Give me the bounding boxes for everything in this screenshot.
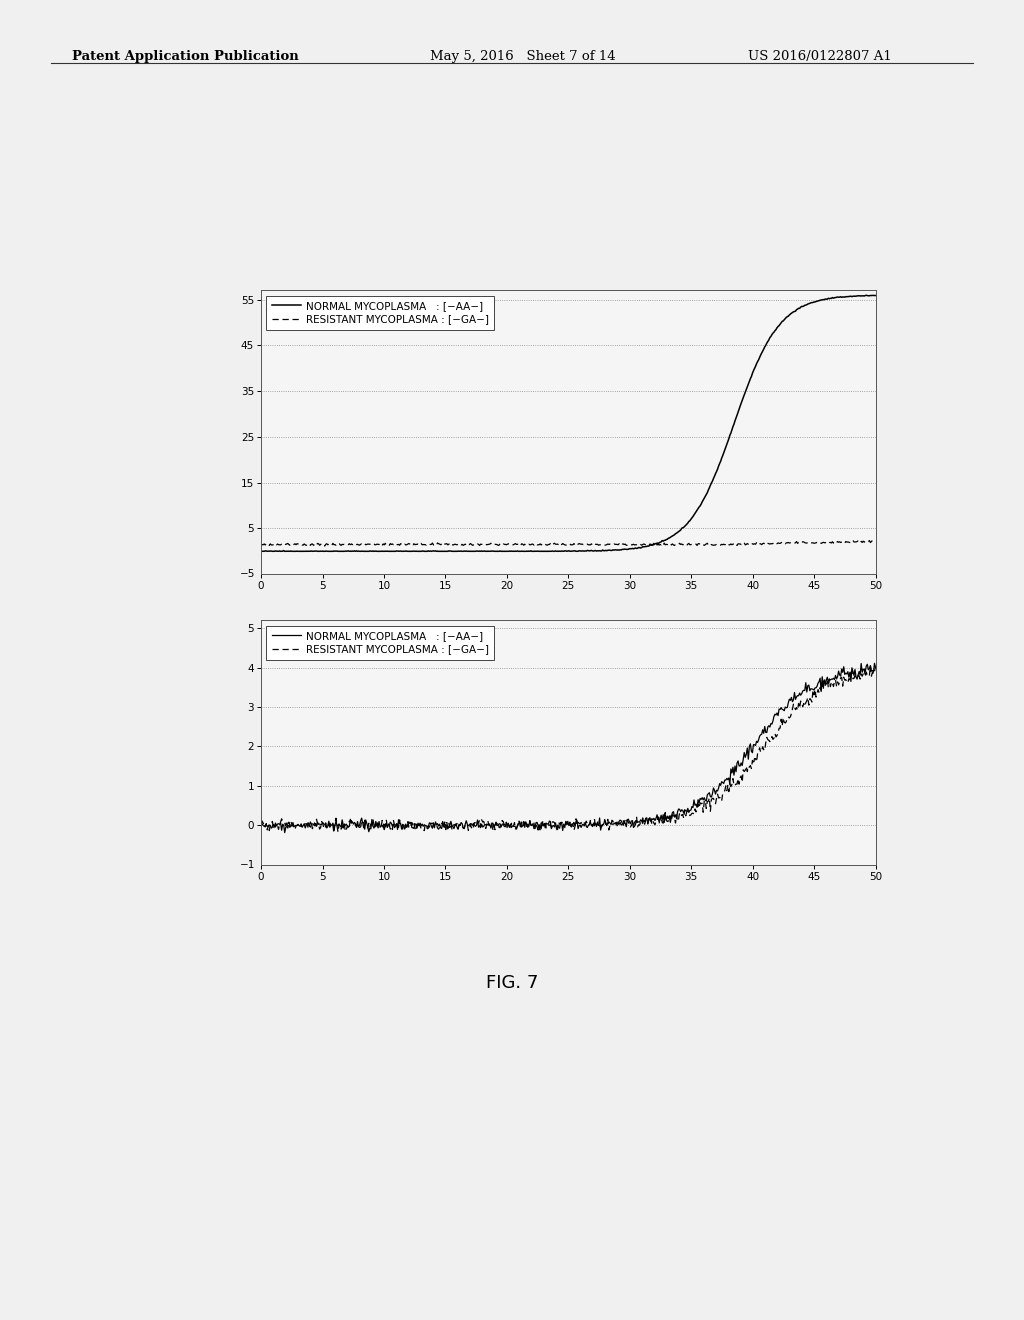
NORMAL MYCOPLASMA   : [−AA−]: (1.92, -0.187): [−AA−]: (1.92, -0.187) bbox=[279, 825, 291, 841]
Text: May 5, 2016   Sheet 7 of 14: May 5, 2016 Sheet 7 of 14 bbox=[430, 50, 615, 63]
NORMAL MYCOPLASMA   : [−AA−]: (22.6, 0.00144): [−AA−]: (22.6, 0.00144) bbox=[532, 544, 545, 560]
RESISTANT MYCOPLASMA : [−GA−]: (37.7, 0.873): [−GA−]: (37.7, 0.873) bbox=[719, 783, 731, 799]
NORMAL MYCOPLASMA   : [−AA−]: (0, 0.0193): [−AA−]: (0, 0.0193) bbox=[255, 817, 267, 833]
RESISTANT MYCOPLASMA : [−GA−]: (29.5, 0.0502): [−GA−]: (29.5, 0.0502) bbox=[618, 816, 631, 832]
Legend: NORMAL MYCOPLASMA   : [−AA−], RESISTANT MYCOPLASMA : [−GA−]: NORMAL MYCOPLASMA : [−AA−], RESISTANT MY… bbox=[266, 626, 495, 660]
NORMAL MYCOPLASMA   : [−AA−]: (29.5, 0.0775): [−AA−]: (29.5, 0.0775) bbox=[618, 814, 631, 830]
RESISTANT MYCOPLASMA : [−GA−]: (22.7, -0.116): [−GA−]: (22.7, -0.116) bbox=[534, 822, 546, 838]
Line: NORMAL MYCOPLASMA   : [−AA−]: NORMAL MYCOPLASMA : [−AA−] bbox=[261, 296, 876, 552]
Text: −1: −1 bbox=[240, 859, 255, 870]
NORMAL MYCOPLASMA   : [−AA−]: (8.93, -0.093): [−AA−]: (8.93, -0.093) bbox=[365, 821, 377, 837]
NORMAL MYCOPLASMA   : [−AA−]: (0, 0): [−AA−]: (0, 0) bbox=[255, 544, 267, 560]
RESISTANT MYCOPLASMA : [−GA−]: (33.5, 0.267): [−GA−]: (33.5, 0.267) bbox=[667, 807, 679, 822]
NORMAL MYCOPLASMA   : [−AA−]: (49.9, 4.11): [−AA−]: (49.9, 4.11) bbox=[868, 655, 881, 671]
RESISTANT MYCOPLASMA : [−GA−]: (33.5, 1.61): [−GA−]: (33.5, 1.61) bbox=[667, 536, 679, 552]
Line: RESISTANT MYCOPLASMA : [−GA−]: RESISTANT MYCOPLASMA : [−GA−] bbox=[261, 540, 876, 546]
Text: Patent Application Publication: Patent Application Publication bbox=[72, 50, 298, 63]
Text: −5: −5 bbox=[240, 569, 255, 579]
NORMAL MYCOPLASMA   : [−AA−]: (50, 4): [−AA−]: (50, 4) bbox=[869, 660, 882, 676]
RESISTANT MYCOPLASMA : [−GA−]: (5.93, -0.197): [−GA−]: (5.93, -0.197) bbox=[328, 825, 340, 841]
NORMAL MYCOPLASMA   : [−AA−]: (29.5, 0.418): [−AA−]: (29.5, 0.418) bbox=[617, 541, 630, 557]
NORMAL MYCOPLASMA   : [−AA−]: (12.9, 0.0214): [−AA−]: (12.9, 0.0214) bbox=[413, 544, 425, 560]
RESISTANT MYCOPLASMA : [−GA−]: (22.7, 1.62): [−GA−]: (22.7, 1.62) bbox=[534, 536, 546, 552]
Legend: NORMAL MYCOPLASMA   : [−AA−], RESISTANT MYCOPLASMA : [−GA−]: NORMAL MYCOPLASMA : [−AA−], RESISTANT MY… bbox=[266, 296, 495, 330]
NORMAL MYCOPLASMA   : [−AA−]: (37.6, 21.5): [−AA−]: (37.6, 21.5) bbox=[718, 445, 730, 461]
RESISTANT MYCOPLASMA : [−GA−]: (50, 4.02): [−GA−]: (50, 4.02) bbox=[869, 659, 882, 675]
Text: US 2016/0122807 A1: US 2016/0122807 A1 bbox=[748, 50, 891, 63]
RESISTANT MYCOPLASMA : [−GA−]: (0, 0.0501): [−GA−]: (0, 0.0501) bbox=[255, 816, 267, 832]
RESISTANT MYCOPLASMA : [−GA−]: (0, 1.59): [−GA−]: (0, 1.59) bbox=[255, 536, 267, 552]
NORMAL MYCOPLASMA   : [−AA−]: (22.7, -0.0122): [−AA−]: (22.7, -0.0122) bbox=[534, 818, 546, 834]
RESISTANT MYCOPLASMA : [−GA−]: (49.7, 2.37): [−GA−]: (49.7, 2.37) bbox=[866, 532, 879, 548]
RESISTANT MYCOPLASMA : [−GA−]: (12.9, -0.016): [−GA−]: (12.9, -0.016) bbox=[414, 818, 426, 834]
NORMAL MYCOPLASMA   : [−AA−]: (8.85, 0.0548): [−AA−]: (8.85, 0.0548) bbox=[364, 543, 376, 558]
NORMAL MYCOPLASMA   : [−AA−]: (33.4, 3.22): [−AA−]: (33.4, 3.22) bbox=[666, 528, 678, 544]
RESISTANT MYCOPLASMA : [−GA−]: (37.7, 1.47): [−GA−]: (37.7, 1.47) bbox=[719, 537, 731, 553]
NORMAL MYCOPLASMA   : [−AA−]: (12.9, 0.0519): [−AA−]: (12.9, 0.0519) bbox=[414, 816, 426, 832]
NORMAL MYCOPLASMA   : [−AA−]: (50, 55.9): [−AA−]: (50, 55.9) bbox=[869, 288, 882, 304]
RESISTANT MYCOPLASMA : [−GA−]: (49.6, 4.05): [−GA−]: (49.6, 4.05) bbox=[864, 657, 877, 673]
RESISTANT MYCOPLASMA : [−GA−]: (50, 2.25): [−GA−]: (50, 2.25) bbox=[869, 533, 882, 549]
Text: FIG. 7: FIG. 7 bbox=[485, 974, 539, 993]
RESISTANT MYCOPLASMA : [−GA−]: (5.18, 1.16): [−GA−]: (5.18, 1.16) bbox=[318, 539, 331, 554]
RESISTANT MYCOPLASMA : [−GA−]: (8.93, 1.52): [−GA−]: (8.93, 1.52) bbox=[365, 536, 377, 552]
RESISTANT MYCOPLASMA : [−GA−]: (29.5, 1.48): [−GA−]: (29.5, 1.48) bbox=[618, 537, 631, 553]
RESISTANT MYCOPLASMA : [−GA−]: (12.9, 1.44): [−GA−]: (12.9, 1.44) bbox=[414, 537, 426, 553]
NORMAL MYCOPLASMA   : [−AA−]: (37.7, 1.14): [−AA−]: (37.7, 1.14) bbox=[719, 772, 731, 788]
NORMAL MYCOPLASMA   : [−AA−]: (33.5, 0.322): [−AA−]: (33.5, 0.322) bbox=[667, 805, 679, 821]
NORMAL MYCOPLASMA   : [−AA−]: (49.2, 55.9): [−AA−]: (49.2, 55.9) bbox=[860, 288, 872, 304]
Line: NORMAL MYCOPLASMA   : [−AA−]: NORMAL MYCOPLASMA : [−AA−] bbox=[261, 663, 876, 833]
RESISTANT MYCOPLASMA : [−GA−]: (8.93, 0.0298): [−GA−]: (8.93, 0.0298) bbox=[365, 816, 377, 832]
Line: RESISTANT MYCOPLASMA : [−GA−]: RESISTANT MYCOPLASMA : [−GA−] bbox=[261, 665, 876, 833]
